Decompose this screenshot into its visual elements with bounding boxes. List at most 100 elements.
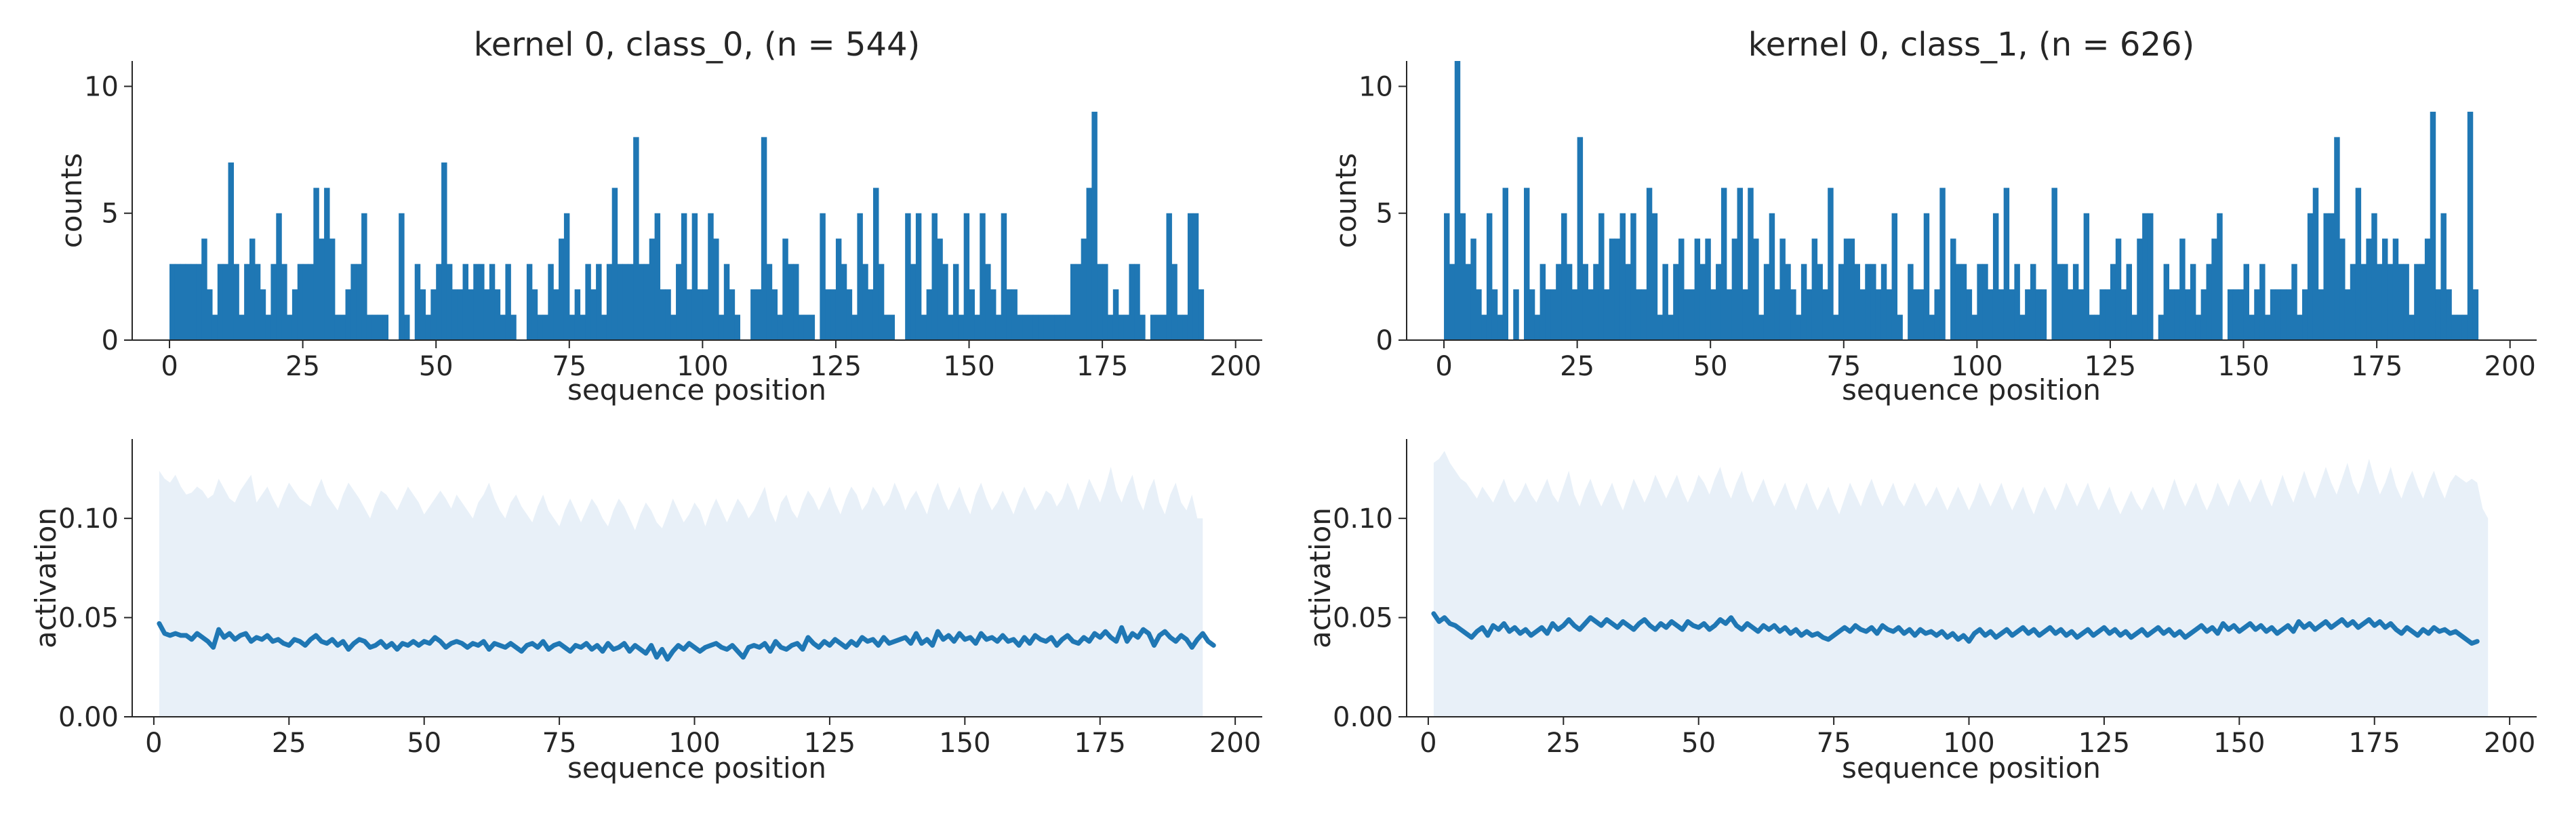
histogram-bar — [2137, 238, 2143, 340]
histogram-bar — [313, 188, 319, 340]
histogram-bar — [2089, 314, 2095, 340]
x-tick-label: 75 — [542, 728, 577, 759]
histogram-bar — [1748, 188, 1754, 340]
histogram-bar — [297, 264, 304, 340]
histogram-bar — [980, 213, 986, 340]
histogram-bar — [1038, 314, 1045, 340]
x-tick-label: 175 — [2351, 351, 2402, 382]
histogram-bar — [1918, 289, 1925, 340]
histogram-bar — [185, 264, 192, 340]
histogram-bar — [601, 314, 607, 340]
histogram-bar — [1028, 314, 1034, 340]
histogram-bar — [2083, 213, 2090, 340]
histogram-bar — [371, 314, 378, 340]
histogram-bar — [937, 238, 943, 340]
histogram-bar — [1705, 238, 1711, 340]
histogram-bar — [1646, 188, 1653, 340]
histogram-bar — [963, 213, 970, 340]
histogram-bar — [1465, 264, 1471, 340]
histogram-bar — [1982, 264, 1988, 340]
y-ticks: 0.00 0.05 0.10 — [1333, 503, 1407, 733]
histogram-bar — [1790, 289, 1796, 340]
histogram-bar — [868, 289, 874, 340]
x-tick-label: 25 — [1560, 351, 1594, 382]
histogram-bar — [1086, 188, 1092, 340]
histogram-bar — [862, 264, 868, 340]
histogram-bar — [425, 314, 431, 340]
histogram-bar — [1129, 264, 1135, 340]
x-tick-label: 200 — [2484, 351, 2536, 382]
histogram-bar — [1849, 238, 1855, 340]
histogram-bar — [931, 213, 938, 340]
histogram-bar — [2147, 213, 2154, 340]
histogram-bar — [1614, 238, 1621, 340]
histogram-bar — [750, 289, 757, 340]
histogram-bar — [915, 213, 922, 340]
histogram-bar — [1886, 289, 1893, 340]
histogram-bar — [510, 314, 517, 340]
histogram-bar — [718, 314, 725, 340]
histogram-bar — [580, 314, 586, 340]
histogram-bar — [2451, 314, 2457, 340]
activation-band — [1433, 451, 2489, 717]
histogram-bar — [2254, 289, 2260, 340]
histogram-bar — [1043, 314, 1050, 340]
histogram-bar — [1593, 264, 1599, 340]
histogram-bar — [1854, 264, 1860, 340]
histogram-bar — [665, 289, 671, 340]
histogram-bar — [948, 314, 954, 340]
panel-marks — [157, 467, 1216, 717]
histogram-bar — [446, 264, 453, 340]
histogram-bar — [2323, 213, 2329, 340]
histogram-bar — [2307, 213, 2314, 340]
histogram-bar — [1833, 314, 1839, 340]
histogram-bar — [2318, 289, 2325, 340]
histogram-bar — [2120, 289, 2127, 340]
histogram-bar — [340, 314, 346, 340]
histogram-bar — [228, 162, 234, 340]
histogram-bar — [1017, 314, 1023, 340]
histogram-bar — [1097, 264, 1103, 340]
histogram-bar — [2424, 238, 2431, 340]
histogram-bar — [639, 264, 645, 340]
histogram-bar — [196, 264, 202, 340]
histogram-bar — [1123, 314, 1130, 340]
histogram-bar — [2217, 213, 2223, 340]
histogram-bar — [958, 314, 965, 340]
histogram-bar — [2339, 238, 2346, 340]
histogram-bar — [1960, 264, 1967, 340]
histogram-bar — [2035, 289, 2042, 340]
histogram-bar — [1966, 289, 1973, 340]
histogram-bar — [1534, 314, 1541, 340]
histogram-bar — [1588, 289, 1594, 340]
histogram-bar — [2094, 314, 2100, 340]
histogram-bar — [2381, 238, 2388, 340]
histogram-bar — [2051, 188, 2057, 340]
histogram-bar — [399, 213, 405, 340]
y-tick-label: 0 — [1376, 325, 1393, 356]
histogram-bar — [1913, 289, 1919, 340]
x-axis-label: sequence position — [1842, 751, 2101, 785]
histogram-bar — [985, 264, 991, 340]
histogram-bar — [1075, 264, 1082, 340]
x-tick-label: 175 — [1074, 728, 1126, 759]
histogram-bar — [2350, 264, 2356, 340]
histogram-bar — [1102, 264, 1108, 340]
histogram-bar — [1529, 289, 1535, 340]
histogram-bar — [1977, 264, 1983, 340]
histogram-bar — [702, 289, 708, 340]
x-tick-label: 100 — [1943, 728, 1994, 759]
x-ticks: 0 25 50 75 100 125 150 175 200 — [1420, 717, 2535, 759]
histogram-bar — [691, 213, 698, 340]
histogram-bar — [1001, 213, 1007, 340]
histogram-bar — [2366, 238, 2372, 340]
histogram-bar — [2232, 289, 2239, 340]
histogram-bar — [548, 264, 554, 340]
histogram-bar — [2174, 289, 2180, 340]
histogram-bar — [2291, 264, 2297, 340]
histogram-bar — [1481, 314, 1487, 340]
histogram-bar — [254, 264, 261, 340]
x-tick-label: 125 — [2085, 351, 2136, 382]
histogram-bar — [2344, 289, 2351, 340]
histogram-bar — [377, 314, 384, 340]
